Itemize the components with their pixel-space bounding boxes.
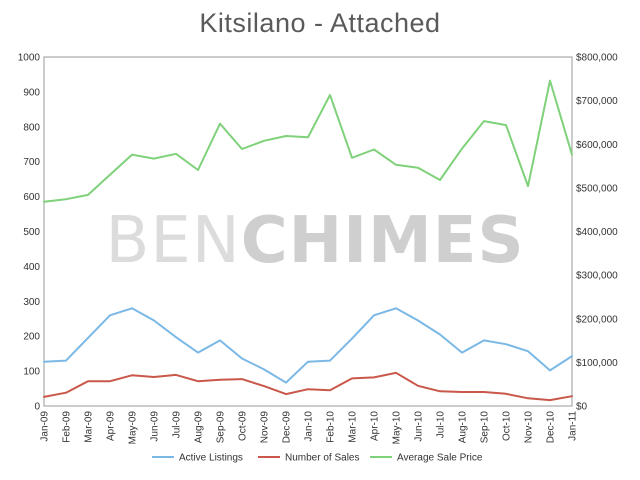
watermark: BENCHIMES [105, 204, 524, 278]
x-tick-label: Mar-09 [84, 411, 95, 443]
legend: Active Listings Number of Sales Average Sa… [152, 453, 483, 464]
left-tick-label: 500 [23, 227, 40, 238]
left-axis-ticks: 0 100 200 300 400 500 600 700 800 900 1000 [18, 53, 41, 413]
x-tick-label: Apr-10 [370, 411, 381, 441]
left-tick-label: 100 [23, 367, 40, 378]
legend-label: Number of Sales [285, 453, 359, 464]
x-tick-label: Aug-10 [458, 411, 469, 444]
x-tick-label: Feb-09 [62, 411, 73, 443]
right-tick-label: $300,000 [576, 271, 618, 282]
left-tick-label: 200 [23, 332, 40, 343]
x-tick-label: Jan-09 [40, 411, 51, 442]
right-tick-label: $100,000 [576, 358, 618, 369]
left-tick-label: 0 [34, 402, 40, 413]
right-tick-label: $500,000 [576, 183, 618, 194]
x-tick-label: Jan-10 [304, 411, 315, 442]
legend-label: Active Listings [179, 453, 243, 464]
x-tick-label: Sep-09 [216, 411, 227, 444]
watermark-bold-text: CHIMES [241, 204, 525, 278]
left-tick-label: 1000 [18, 53, 41, 64]
right-tick-label: $600,000 [576, 140, 618, 151]
x-tick-label: Oct-09 [238, 411, 249, 441]
right-axis-ticks: $0 $100,000 $200,000 $300,000 $400,000 $500,0… [576, 53, 618, 413]
right-tick-label: $200,000 [576, 314, 618, 325]
right-tick-label: $0 [576, 402, 588, 413]
left-tick-label: 800 [23, 122, 40, 133]
x-tick-label: Dec-09 [282, 411, 293, 444]
x-tick-label: Nov-09 [260, 411, 271, 444]
x-tick-label: Mar-10 [348, 411, 359, 443]
right-tick-label: $800,000 [576, 53, 618, 64]
series-line-active-listings [43, 307, 573, 384]
right-tick-label: $700,000 [576, 96, 618, 107]
x-tick-label: Jun-09 [150, 411, 161, 442]
x-tick-label: Sep-10 [480, 411, 491, 444]
x-tick-label: Jun-10 [414, 411, 425, 442]
x-tick-label: Jul-10 [436, 411, 447, 439]
x-axis-ticks: Jan-09 Feb-09 Mar-09 Apr-09 May-09 Jun-09 Jul-… [40, 411, 579, 445]
legend-label: Average Sale Price [397, 453, 483, 464]
x-tick-label: May-09 [128, 411, 139, 445]
left-tick-label: 400 [23, 262, 40, 273]
x-tick-label: Oct-10 [502, 411, 513, 441]
x-tick-label: Aug-09 [194, 411, 205, 444]
series-layer [43, 79, 573, 402]
right-tick-label: $400,000 [576, 227, 618, 238]
svg-text:BENCHIMES: BENCHIMES [105, 204, 524, 278]
x-tick-label: Nov-10 [524, 411, 535, 444]
x-tick-label: Jul-09 [172, 411, 183, 439]
left-tick-label: 600 [23, 192, 40, 203]
x-tick-label: Apr-09 [106, 411, 117, 441]
left-tick-label: 900 [23, 87, 40, 98]
left-tick-label: 700 [23, 157, 40, 168]
series-line-average-sale-price [43, 79, 573, 203]
plot-frame [43, 56, 573, 407]
x-tick-label: Feb-10 [326, 411, 337, 443]
x-tick-label: Dec-10 [546, 411, 557, 444]
x-tick-label: Jan-11 [568, 411, 579, 441]
watermark-light-text: BEN [105, 204, 240, 278]
x-tick-label: May-10 [392, 411, 403, 445]
series-line-number-of-sales [43, 371, 573, 402]
chart-title: Kitsilano - Attached [199, 8, 441, 38]
left-tick-label: 300 [23, 297, 40, 308]
